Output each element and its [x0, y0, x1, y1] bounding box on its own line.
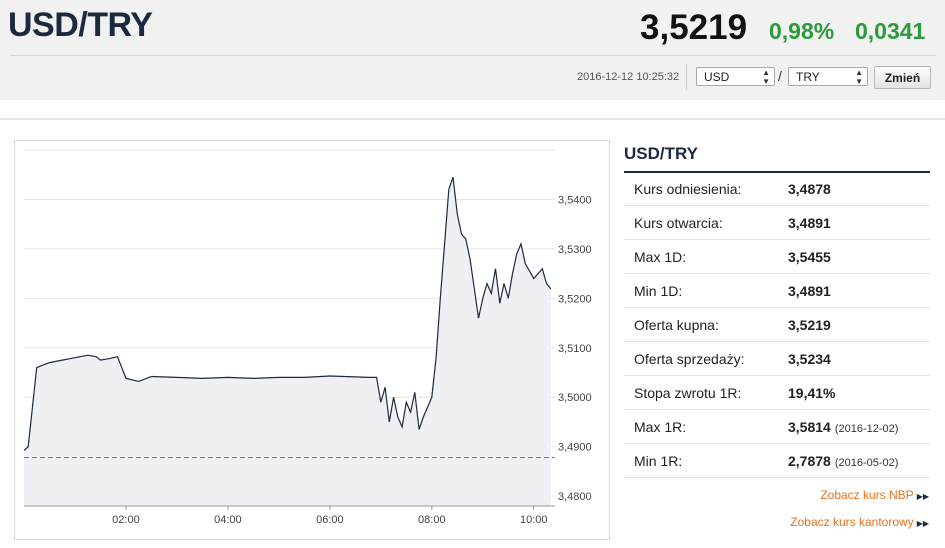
stat-value-text: 3,5814	[788, 419, 831, 435]
x-tick-label: 08:00	[418, 514, 446, 526]
y-tick-label: 3,4900	[558, 442, 592, 454]
content-panel	[0, 118, 945, 548]
stat-label: Kurs odniesienia:	[634, 181, 742, 197]
stat-label: Oferta kupna:	[634, 317, 719, 333]
quote-currency-select[interactable]: TRY ▲ ▼	[788, 67, 868, 86]
y-tick-label: 3,5400	[558, 194, 592, 206]
page-title: USD/TRY	[8, 6, 153, 44]
y-tick-label: 3,5100	[558, 343, 592, 355]
price-series-line	[23, 177, 552, 452]
sidebar-title-rule	[624, 171, 930, 173]
stat-row: Min 1R: 2,7878 (2016-05-02)	[624, 444, 930, 478]
stat-value-text: 3,4891	[788, 283, 831, 299]
stat-value: 3,5455	[788, 249, 831, 265]
stat-row: Oferta kupna: 3,5219	[624, 308, 930, 342]
double-arrow-icon: ▶▶	[916, 519, 929, 528]
x-tick-label: 10:00	[520, 514, 548, 526]
header-divider	[10, 55, 936, 56]
stat-row: Min 1D: 3,4891	[624, 274, 930, 308]
stat-date: (2016-12-02)	[834, 423, 899, 435]
quote-currency-value: TRY	[796, 70, 820, 84]
x-tick-label: 04:00	[214, 514, 242, 526]
stat-value-text: 3,5219	[788, 317, 831, 333]
base-currency-select[interactable]: USD ▲ ▼	[696, 67, 775, 86]
stat-value-text: 3,4891	[788, 215, 831, 231]
currency-separator: /	[778, 68, 782, 84]
stat-value: 3,4891	[788, 283, 831, 299]
stat-label: Max 1R:	[634, 419, 687, 435]
stat-label: Kurs otwarcia:	[634, 215, 723, 231]
quote-timestamp: 2016-12-12 10:25:32	[577, 71, 680, 83]
nbp-rate-link[interactable]: Zobacz kurs NBP ▶▶	[820, 488, 929, 502]
stats-table: Kurs odniesienia: 3,4878 Kurs otwarcia: 3,4…	[624, 172, 930, 478]
stat-row: Max 1D: 3,5455	[624, 240, 930, 274]
nbp-rate-link-label: Zobacz kurs NBP	[820, 488, 914, 502]
stat-value: 3,5219	[788, 317, 831, 333]
sidebar-title: USD/TRY	[624, 144, 698, 163]
exchange-office-rate-link[interactable]: Zobacz kurs kantorowy ▶▶	[790, 515, 929, 529]
change-absolute: 0,0341	[855, 18, 926, 44]
y-tick-label: 3,5000	[558, 392, 592, 404]
stat-label: Max 1D:	[634, 249, 687, 265]
stat-value: 3,5814 (2016-12-02)	[788, 419, 898, 435]
vertical-divider	[686, 64, 687, 90]
stat-row: Oferta sprzedaży: 3,5234	[624, 342, 930, 376]
price-chart: 3,5400 3,5300 3,5200 3,5100 3,5000 3,4900 3,48…	[23, 149, 592, 526]
stat-value-text: 3,5234	[788, 351, 831, 367]
select-arrows-icon: ▲ ▼	[762, 68, 770, 86]
stat-date: (2016-05-02)	[834, 457, 899, 469]
stat-value-text: 2,7878	[788, 453, 831, 469]
base-currency-value: USD	[704, 70, 730, 84]
quote-header: USD/TRY 3,5219 0,98% 0,0341 2016-12-12 1…	[0, 0, 945, 100]
stat-value: 2,7878 (2016-05-02)	[788, 453, 898, 469]
change-percent: 0,98%	[769, 18, 835, 44]
double-arrow-icon: ▶▶	[916, 492, 929, 501]
stat-row: Max 1R: 3,5814 (2016-12-02)	[624, 410, 930, 444]
y-tick-label: 3,5200	[558, 293, 592, 305]
select-arrows-icon: ▲ ▼	[855, 68, 863, 86]
change-button[interactable]: Zmień	[874, 66, 931, 89]
stat-value-text: 19,41%	[788, 385, 836, 401]
chart-frame	[14, 140, 610, 540]
x-tick-label: 02:00	[112, 514, 140, 526]
stat-value-text: 3,5455	[788, 249, 831, 265]
exchange-office-rate-link-label: Zobacz kurs kantorowy	[790, 515, 914, 529]
current-price: 3,5219	[640, 8, 748, 47]
y-tick-label: 3,5300	[558, 244, 592, 256]
stat-value: 3,5234	[788, 351, 831, 367]
stat-label: Stopa zwrotu 1R:	[634, 385, 742, 401]
stat-row: Stopa zwrotu 1R: 19,41%	[624, 376, 930, 410]
x-tick-label: 06:00	[316, 514, 344, 526]
stat-label: Min 1R:	[634, 453, 683, 469]
stat-value: 3,4891	[788, 215, 831, 231]
stat-label: Min 1D:	[634, 283, 683, 299]
price-area	[24, 177, 551, 506]
stat-label: Oferta sprzedaży:	[634, 351, 745, 367]
y-tick-label: 3,4800	[558, 491, 592, 503]
stat-row: Kurs odniesienia: 3,4878	[624, 172, 930, 206]
stat-value-text: 3,4878	[788, 181, 831, 197]
stat-value: 19,41%	[788, 385, 835, 401]
stat-value: 3,4878	[788, 181, 831, 197]
stat-row: Kurs otwarcia: 3,4891	[624, 206, 930, 240]
